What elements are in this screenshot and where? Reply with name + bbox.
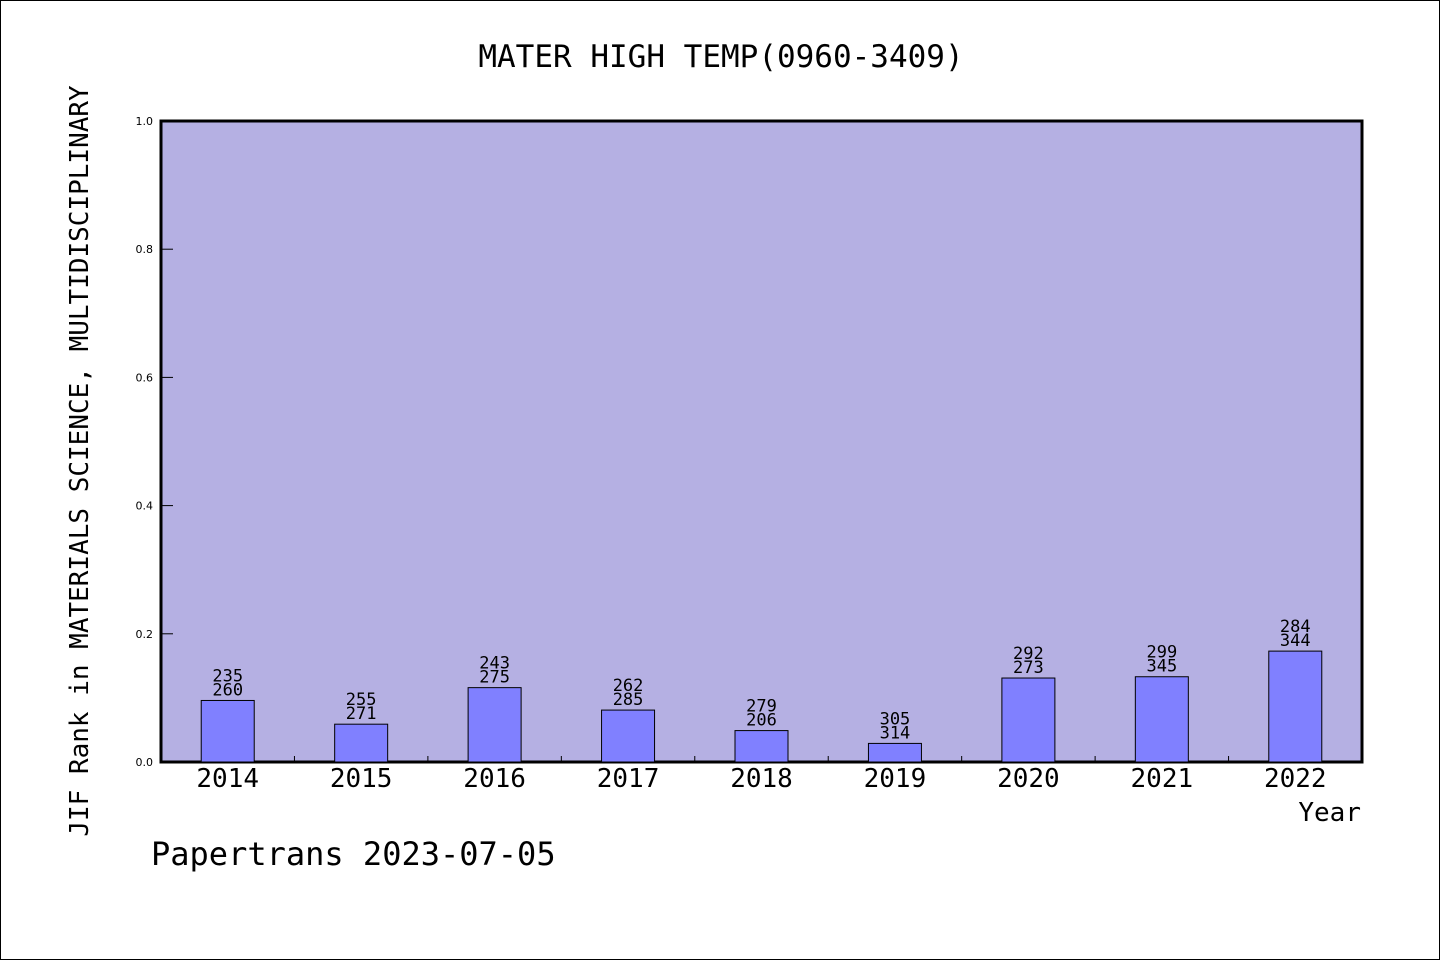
bar-2014 (200, 699, 255, 763)
x-tick-label: 2020 (997, 764, 1060, 794)
bar-label-bottom: 206 (746, 711, 777, 731)
bar-2016 (467, 687, 522, 763)
y-tick-label: 0.0 (136, 756, 154, 769)
bar-label-bottom: 271 (346, 704, 377, 724)
bar-label-top: 292 (1013, 644, 1044, 664)
bar-2015 (334, 723, 389, 763)
y-tick-label: 1.0 (136, 115, 154, 128)
x-axis-label: Year (1298, 798, 1361, 828)
x-tick-label: 2022 (1264, 764, 1327, 794)
bar-label-top: 284 (1280, 617, 1311, 637)
plot-area (159, 119, 1364, 764)
x-axis: 2014 2015 2016 2017 2018 2019 2020 2021 2022 (196, 756, 1327, 794)
bar-label-top: 255 (346, 690, 377, 710)
bar-label-top: 235 (212, 666, 243, 686)
bar-label-bottom: 275 (479, 668, 510, 688)
bar-label-top: 279 (746, 697, 777, 717)
bar-2021 (1134, 676, 1189, 763)
footer-note: Papertrans 2023-07-05 (151, 835, 556, 873)
y-tick-label: 0.4 (136, 500, 154, 513)
x-tick-label: 2019 (864, 764, 927, 794)
bar-label-top: 262 (613, 676, 644, 696)
bar-2019 (867, 742, 922, 763)
y-tick-label: 0.8 (136, 243, 154, 256)
x-tick-label: 2018 (730, 764, 793, 794)
x-tick-label: 2017 (597, 764, 660, 794)
bar-2017 (601, 709, 656, 763)
x-tick-label: 2014 (196, 764, 259, 794)
bar-label-bottom: 345 (1146, 657, 1177, 677)
bar-label-bottom: 273 (1013, 658, 1044, 678)
bar-label-bottom: 314 (880, 723, 911, 743)
y-axis-label: JIF Rank in MATERIALS SCIENCE, MULTIDISC… (65, 85, 95, 837)
bar-label-bottom: 344 (1280, 631, 1311, 651)
bar-label-bottom: 285 (613, 690, 644, 710)
bar-label-top: 299 (1146, 643, 1177, 663)
bar-2018 (734, 730, 789, 763)
bar-2022 (1268, 650, 1323, 763)
bar-label-top: 243 (479, 654, 510, 674)
bar-2020 (1001, 677, 1056, 763)
y-axis: 0.0 0.2 0.4 0.6 0.8 1.0 (136, 115, 173, 769)
y-tick-label: 0.2 (136, 628, 154, 641)
x-tick-label: 2021 (1131, 764, 1194, 794)
bar-label-bottom: 260 (212, 680, 243, 700)
bar-label-top: 305 (880, 709, 911, 729)
y-tick-label: 0.6 (136, 371, 154, 384)
x-tick-label: 2015 (330, 764, 393, 794)
chart-title: MATER HIGH TEMP(0960-3409) (478, 39, 963, 75)
x-tick-label: 2016 (463, 764, 526, 794)
